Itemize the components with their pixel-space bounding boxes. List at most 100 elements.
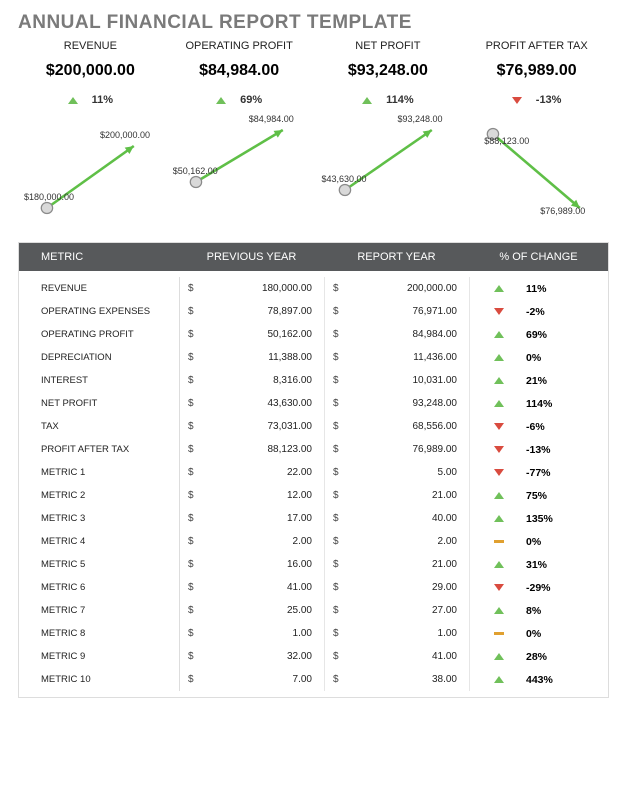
curr-value: 93,248.00: [339, 398, 457, 409]
curr-value: 21.00: [339, 490, 457, 501]
change-pct: -13%: [526, 444, 551, 456]
kpi-change: 114%: [316, 94, 461, 106]
change-pct: -2%: [526, 306, 545, 318]
page-title: ANNUAL FINANCIAL REPORT TEMPLATE: [18, 12, 609, 34]
metric-name: METRIC 8: [19, 628, 179, 639]
kpi-card: PROFIT AFTER TAX $76,989.00 -13% $88,123…: [464, 40, 609, 222]
kpi-row: REVENUE $200,000.00 11% $180,000.00 $200…: [18, 40, 609, 222]
metric-name: REVENUE: [19, 283, 179, 294]
spark-end-label: $93,248.00: [398, 114, 443, 124]
prev-cell: $ 25.00: [179, 599, 324, 622]
change-pct: 0%: [526, 352, 541, 364]
prev-cell: $ 2.00: [179, 530, 324, 553]
change-cell: -29%: [469, 576, 608, 599]
trend-down-icon: [494, 584, 504, 591]
trend-up-icon: [68, 97, 78, 104]
kpi-card: REVENUE $200,000.00 11% $180,000.00 $200…: [18, 40, 163, 222]
prev-value: 50,162.00: [194, 329, 312, 340]
spark-start-label: $180,000.00: [24, 192, 74, 202]
trend-up-icon: [494, 285, 504, 292]
table-row: TAX $ 73,031.00 $ 68,556.00 -6%: [19, 415, 608, 438]
change-cell: 0%: [469, 622, 608, 645]
table-body: REVENUE $ 180,000.00 $ 200,000.00 11% OP…: [19, 271, 608, 697]
prev-cell: $ 11,388.00: [179, 346, 324, 369]
trend-down-icon: [494, 446, 504, 453]
prev-value: 25.00: [194, 605, 312, 616]
table-row: REVENUE $ 180,000.00 $ 200,000.00 11%: [19, 277, 608, 300]
prev-value: 12.00: [194, 490, 312, 501]
curr-value: 38.00: [339, 674, 457, 685]
spark-start-label: $88,123.00: [484, 136, 529, 146]
header-metric: METRIC: [19, 251, 179, 263]
curr-cell: $ 40.00: [324, 507, 469, 530]
curr-value: 41.00: [339, 651, 457, 662]
kpi-card: OPERATING PROFIT $84,984.00 69% $50,162.…: [167, 40, 312, 222]
prev-value: 22.00: [194, 467, 312, 478]
prev-value: 88,123.00: [194, 444, 312, 455]
change-pct: 31%: [526, 559, 547, 571]
change-pct: -29%: [526, 582, 551, 594]
curr-value: 11,436.00: [339, 352, 457, 363]
metric-name: METRIC 9: [19, 651, 179, 662]
metric-name: OPERATING PROFIT: [19, 329, 179, 340]
table-row: NET PROFIT $ 43,630.00 $ 93,248.00 114%: [19, 392, 608, 415]
trend-flat-icon: [494, 540, 504, 543]
change-pct: 11%: [526, 283, 546, 295]
change-cell: 0%: [469, 530, 608, 553]
trend-down-icon: [512, 97, 522, 104]
curr-cell: $ 76,989.00: [324, 438, 469, 461]
curr-cell: $ 38.00: [324, 668, 469, 691]
prev-value: 1.00: [194, 628, 312, 639]
trend-up-icon: [494, 492, 504, 499]
change-pct: -77%: [526, 467, 551, 479]
kpi-change-pct: 11%: [92, 94, 113, 106]
trend-up-icon: [494, 377, 504, 384]
kpi-value: $200,000.00: [18, 62, 163, 80]
prev-cell: $ 180,000.00: [179, 277, 324, 300]
prev-value: 8,316.00: [194, 375, 312, 386]
trend-up-icon: [494, 354, 504, 361]
curr-cell: $ 1.00: [324, 622, 469, 645]
metric-name: METRIC 7: [19, 605, 179, 616]
change-pct: 28%: [526, 651, 547, 663]
change-pct: 69%: [526, 329, 547, 341]
kpi-label: OPERATING PROFIT: [167, 40, 312, 52]
prev-cell: $ 12.00: [179, 484, 324, 507]
table-row: PROFIT AFTER TAX $ 88,123.00 $ 76,989.00…: [19, 438, 608, 461]
change-cell: 21%: [469, 369, 608, 392]
curr-cell: $ 21.00: [324, 484, 469, 507]
kpi-label: REVENUE: [18, 40, 163, 52]
metric-name: INTEREST: [19, 375, 179, 386]
prev-value: 7.00: [194, 674, 312, 685]
prev-value: 16.00: [194, 559, 312, 570]
kpi-sparkline: $50,162.00 $84,984.00: [167, 112, 312, 222]
prev-value: 11,388.00: [194, 352, 312, 363]
change-pct: 0%: [526, 536, 541, 548]
prev-value: 41.00: [194, 582, 312, 593]
curr-value: 68,556.00: [339, 421, 457, 432]
kpi-change-pct: -13%: [536, 94, 562, 106]
curr-value: 40.00: [339, 513, 457, 524]
kpi-change: 69%: [167, 94, 312, 106]
kpi-sparkline: $180,000.00 $200,000.00: [18, 112, 163, 222]
trend-up-icon: [494, 607, 504, 614]
change-cell: 75%: [469, 484, 608, 507]
change-cell: 8%: [469, 599, 608, 622]
change-pct: 135%: [526, 513, 553, 525]
metric-name: METRIC 10: [19, 674, 179, 685]
kpi-value: $93,248.00: [316, 62, 461, 80]
curr-value: 200,000.00: [339, 283, 457, 294]
curr-cell: $ 41.00: [324, 645, 469, 668]
prev-cell: $ 41.00: [179, 576, 324, 599]
header-prev: PREVIOUS YEAR: [179, 251, 324, 263]
curr-cell: $ 84,984.00: [324, 323, 469, 346]
curr-cell: $ 10,031.00: [324, 369, 469, 392]
prev-value: 2.00: [194, 536, 312, 547]
spark-end-label: $84,984.00: [249, 114, 294, 124]
change-cell: 11%: [469, 277, 608, 300]
spark-start-label: $50,162.00: [173, 166, 218, 176]
table-row: METRIC 10 $ 7.00 $ 38.00 443%: [19, 668, 608, 691]
trend-up-icon: [494, 676, 504, 683]
prev-cell: $ 50,162.00: [179, 323, 324, 346]
metric-name: METRIC 4: [19, 536, 179, 547]
